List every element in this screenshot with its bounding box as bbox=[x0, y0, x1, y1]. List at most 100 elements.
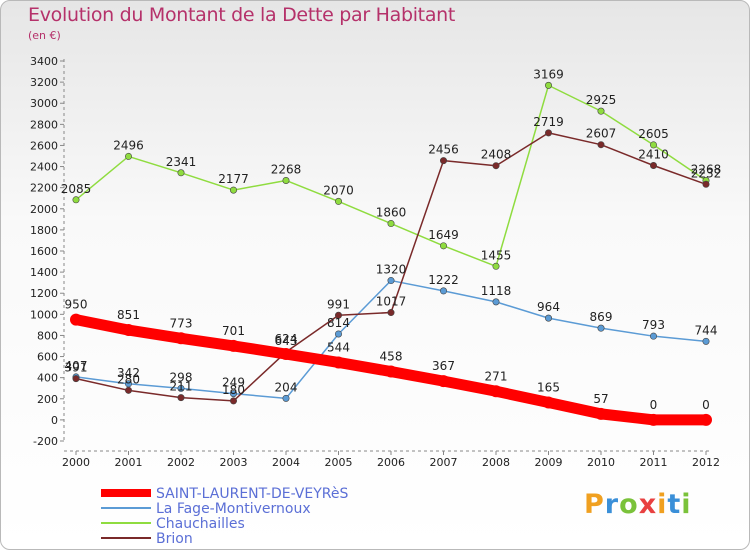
logo-letter: P bbox=[584, 489, 605, 520]
data-point bbox=[227, 339, 240, 352]
data-point bbox=[542, 396, 555, 409]
data-label: 964 bbox=[537, 300, 560, 314]
data-point bbox=[280, 348, 292, 361]
data-point bbox=[282, 176, 290, 184]
data-point bbox=[387, 220, 395, 228]
legend-label: SAINT-LAURENT-DE-VEYRèS bbox=[156, 486, 348, 502]
data-point bbox=[177, 384, 185, 392]
data-label: 2341 bbox=[166, 155, 197, 169]
data-label: 2410 bbox=[638, 148, 669, 162]
data-label: 869 bbox=[590, 310, 613, 324]
data-label: 2408 bbox=[481, 148, 512, 162]
y-tick-label: 3000 bbox=[30, 97, 58, 110]
data-label: 643 bbox=[275, 334, 298, 348]
proxiti-logo: Proxiti bbox=[584, 489, 692, 520]
x-tick-label: 2011 bbox=[640, 456, 668, 469]
data-label: 2070 bbox=[323, 183, 354, 197]
data-point bbox=[230, 186, 238, 194]
data-point bbox=[649, 162, 657, 170]
y-tick-label: 1400 bbox=[30, 266, 58, 279]
legend-label: Chauchailles bbox=[156, 516, 245, 532]
data-point bbox=[70, 313, 82, 326]
data-label: 1455 bbox=[481, 248, 512, 262]
data-point bbox=[700, 413, 712, 426]
data-label: 2925 bbox=[586, 93, 617, 107]
data-label: 814 bbox=[327, 316, 350, 330]
legend-label: La Fage-Montivernoux bbox=[156, 501, 311, 517]
data-label: 793 bbox=[642, 318, 665, 332]
data-label: 3169 bbox=[533, 67, 564, 81]
y-tick-label: -200 bbox=[33, 435, 58, 448]
data-label: 1017 bbox=[376, 295, 407, 309]
y-tick-label: 3200 bbox=[30, 76, 58, 89]
logo-letter: x bbox=[638, 489, 658, 520]
data-label: 298 bbox=[170, 370, 193, 384]
x-tick-label: 2002 bbox=[167, 456, 195, 469]
data-label: 1320 bbox=[376, 263, 407, 277]
data-point bbox=[597, 324, 605, 332]
data-point bbox=[544, 81, 552, 89]
data-point bbox=[647, 413, 660, 426]
x-tick-label: 2008 bbox=[482, 456, 510, 469]
data-point bbox=[649, 332, 657, 340]
data-label: 458 bbox=[380, 350, 403, 364]
data-label: 1222 bbox=[428, 273, 459, 287]
data-point bbox=[387, 309, 395, 317]
data-point bbox=[597, 107, 605, 115]
data-point bbox=[702, 180, 710, 188]
data-label: 544 bbox=[327, 340, 350, 354]
data-label: 407 bbox=[65, 359, 88, 373]
data-point bbox=[490, 385, 502, 398]
logo-letter: o bbox=[619, 489, 639, 520]
data-point bbox=[595, 407, 607, 420]
data-point bbox=[332, 356, 345, 369]
y-tick-label: 1000 bbox=[30, 308, 58, 321]
data-point bbox=[492, 262, 500, 270]
data-point bbox=[125, 152, 133, 160]
data-label: 57 bbox=[593, 392, 608, 406]
y-tick-label: 2200 bbox=[30, 182, 58, 195]
data-point bbox=[492, 162, 500, 170]
data-point bbox=[72, 196, 80, 204]
data-label: 1649 bbox=[428, 228, 459, 242]
data-label: 204 bbox=[275, 380, 298, 394]
x-tick-label: 2006 bbox=[377, 456, 405, 469]
chart-subtitle: (en €) bbox=[28, 29, 61, 42]
data-label: 180 bbox=[222, 383, 245, 397]
data-label: 2268 bbox=[691, 162, 722, 176]
data-label: 271 bbox=[485, 369, 508, 383]
y-tick-label: 200 bbox=[37, 393, 58, 406]
data-label: 744 bbox=[695, 323, 718, 337]
y-tick-label: 2800 bbox=[30, 118, 58, 131]
x-tick-label: 2012 bbox=[692, 456, 720, 469]
data-label: 773 bbox=[170, 316, 193, 330]
axes: -200020040060080010001200140016001800200… bbox=[30, 55, 720, 469]
data-labels: 407 342 298 249 204 814 1320 1222 1118 964 869 793 7… bbox=[61, 67, 722, 412]
logo-letter: t bbox=[667, 489, 682, 520]
data-point bbox=[334, 330, 342, 338]
x-tick-label: 2001 bbox=[115, 456, 143, 469]
data-point bbox=[334, 197, 342, 205]
series-line-2 bbox=[75, 84, 707, 268]
data-label: 2607 bbox=[586, 127, 617, 141]
data-point bbox=[230, 397, 238, 405]
data-point bbox=[230, 390, 238, 398]
data-point bbox=[385, 365, 397, 378]
data-label: 0 bbox=[702, 398, 710, 412]
logo-letter: r bbox=[604, 489, 620, 520]
data-point bbox=[649, 141, 657, 149]
data-label: 342 bbox=[117, 366, 140, 380]
data-label: 391 bbox=[65, 361, 88, 375]
logo-letter: i bbox=[681, 489, 692, 520]
data-label: 367 bbox=[432, 359, 455, 373]
x-tick-label: 2000 bbox=[62, 456, 90, 469]
x-tick-label: 2005 bbox=[325, 456, 353, 469]
data-label: 701 bbox=[222, 324, 245, 338]
data-point bbox=[544, 314, 552, 322]
data-label: 1860 bbox=[376, 206, 407, 220]
data-label: 280 bbox=[117, 372, 140, 386]
data-label: 1118 bbox=[481, 284, 512, 298]
y-tick-label: 3400 bbox=[30, 55, 58, 68]
